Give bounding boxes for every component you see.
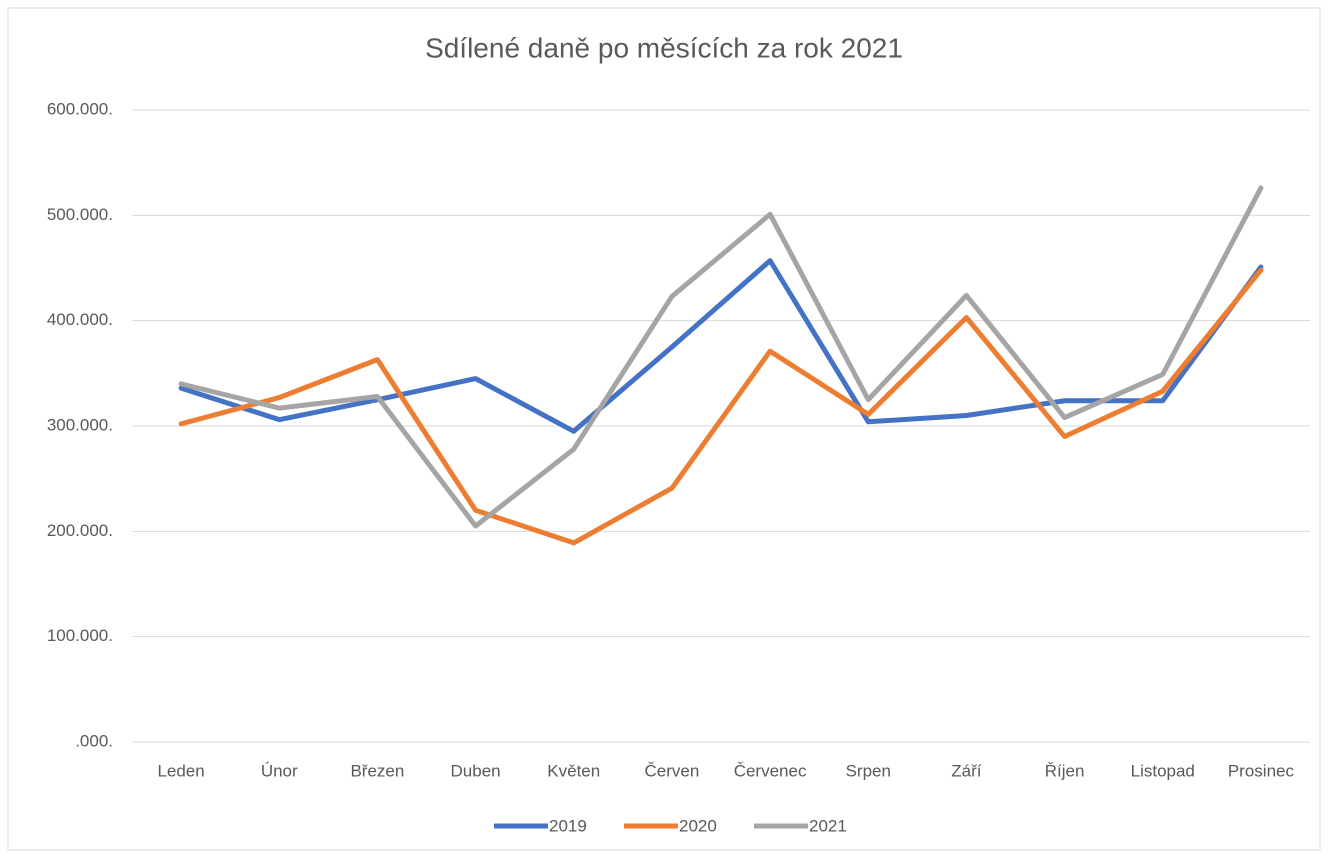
y-tick-label: 300.000. xyxy=(47,415,113,434)
x-tick-label: Prosinec xyxy=(1228,761,1295,780)
x-tick-label: Červen xyxy=(645,761,700,780)
line-series xyxy=(178,267,1264,546)
y-tick-label: 600.000. xyxy=(47,99,113,118)
x-tick-label: Březen xyxy=(350,761,404,780)
x-tick-label: Listopad xyxy=(1131,761,1195,780)
x-tick-label: Říjen xyxy=(1045,761,1085,780)
x-tick-label: Září xyxy=(951,761,982,780)
legend-label: 2021 xyxy=(809,816,847,835)
chart-title: Sdílené daně po měsících za rok 2021 xyxy=(425,32,903,63)
x-tick-label: Srpen xyxy=(846,761,891,780)
chart-frame xyxy=(7,7,1321,851)
line-series xyxy=(178,258,1264,434)
legend-label: 2020 xyxy=(679,816,717,835)
x-tick-label: Duben xyxy=(451,761,501,780)
x-tick-label: Květen xyxy=(547,761,600,780)
y-tick-label: .000. xyxy=(75,731,113,750)
line-series xyxy=(178,185,1264,529)
x-tick-label: Únor xyxy=(261,761,298,780)
y-tick-label: 200.000. xyxy=(47,521,113,540)
y-tick-label: 500.000. xyxy=(47,205,113,224)
x-tick-label: Červenec xyxy=(734,761,807,780)
y-tick-label: 400.000. xyxy=(47,310,113,329)
y-tick-label: 100.000. xyxy=(47,626,113,645)
legend-label: 2019 xyxy=(549,816,587,835)
x-tick-label: Leden xyxy=(157,761,204,780)
